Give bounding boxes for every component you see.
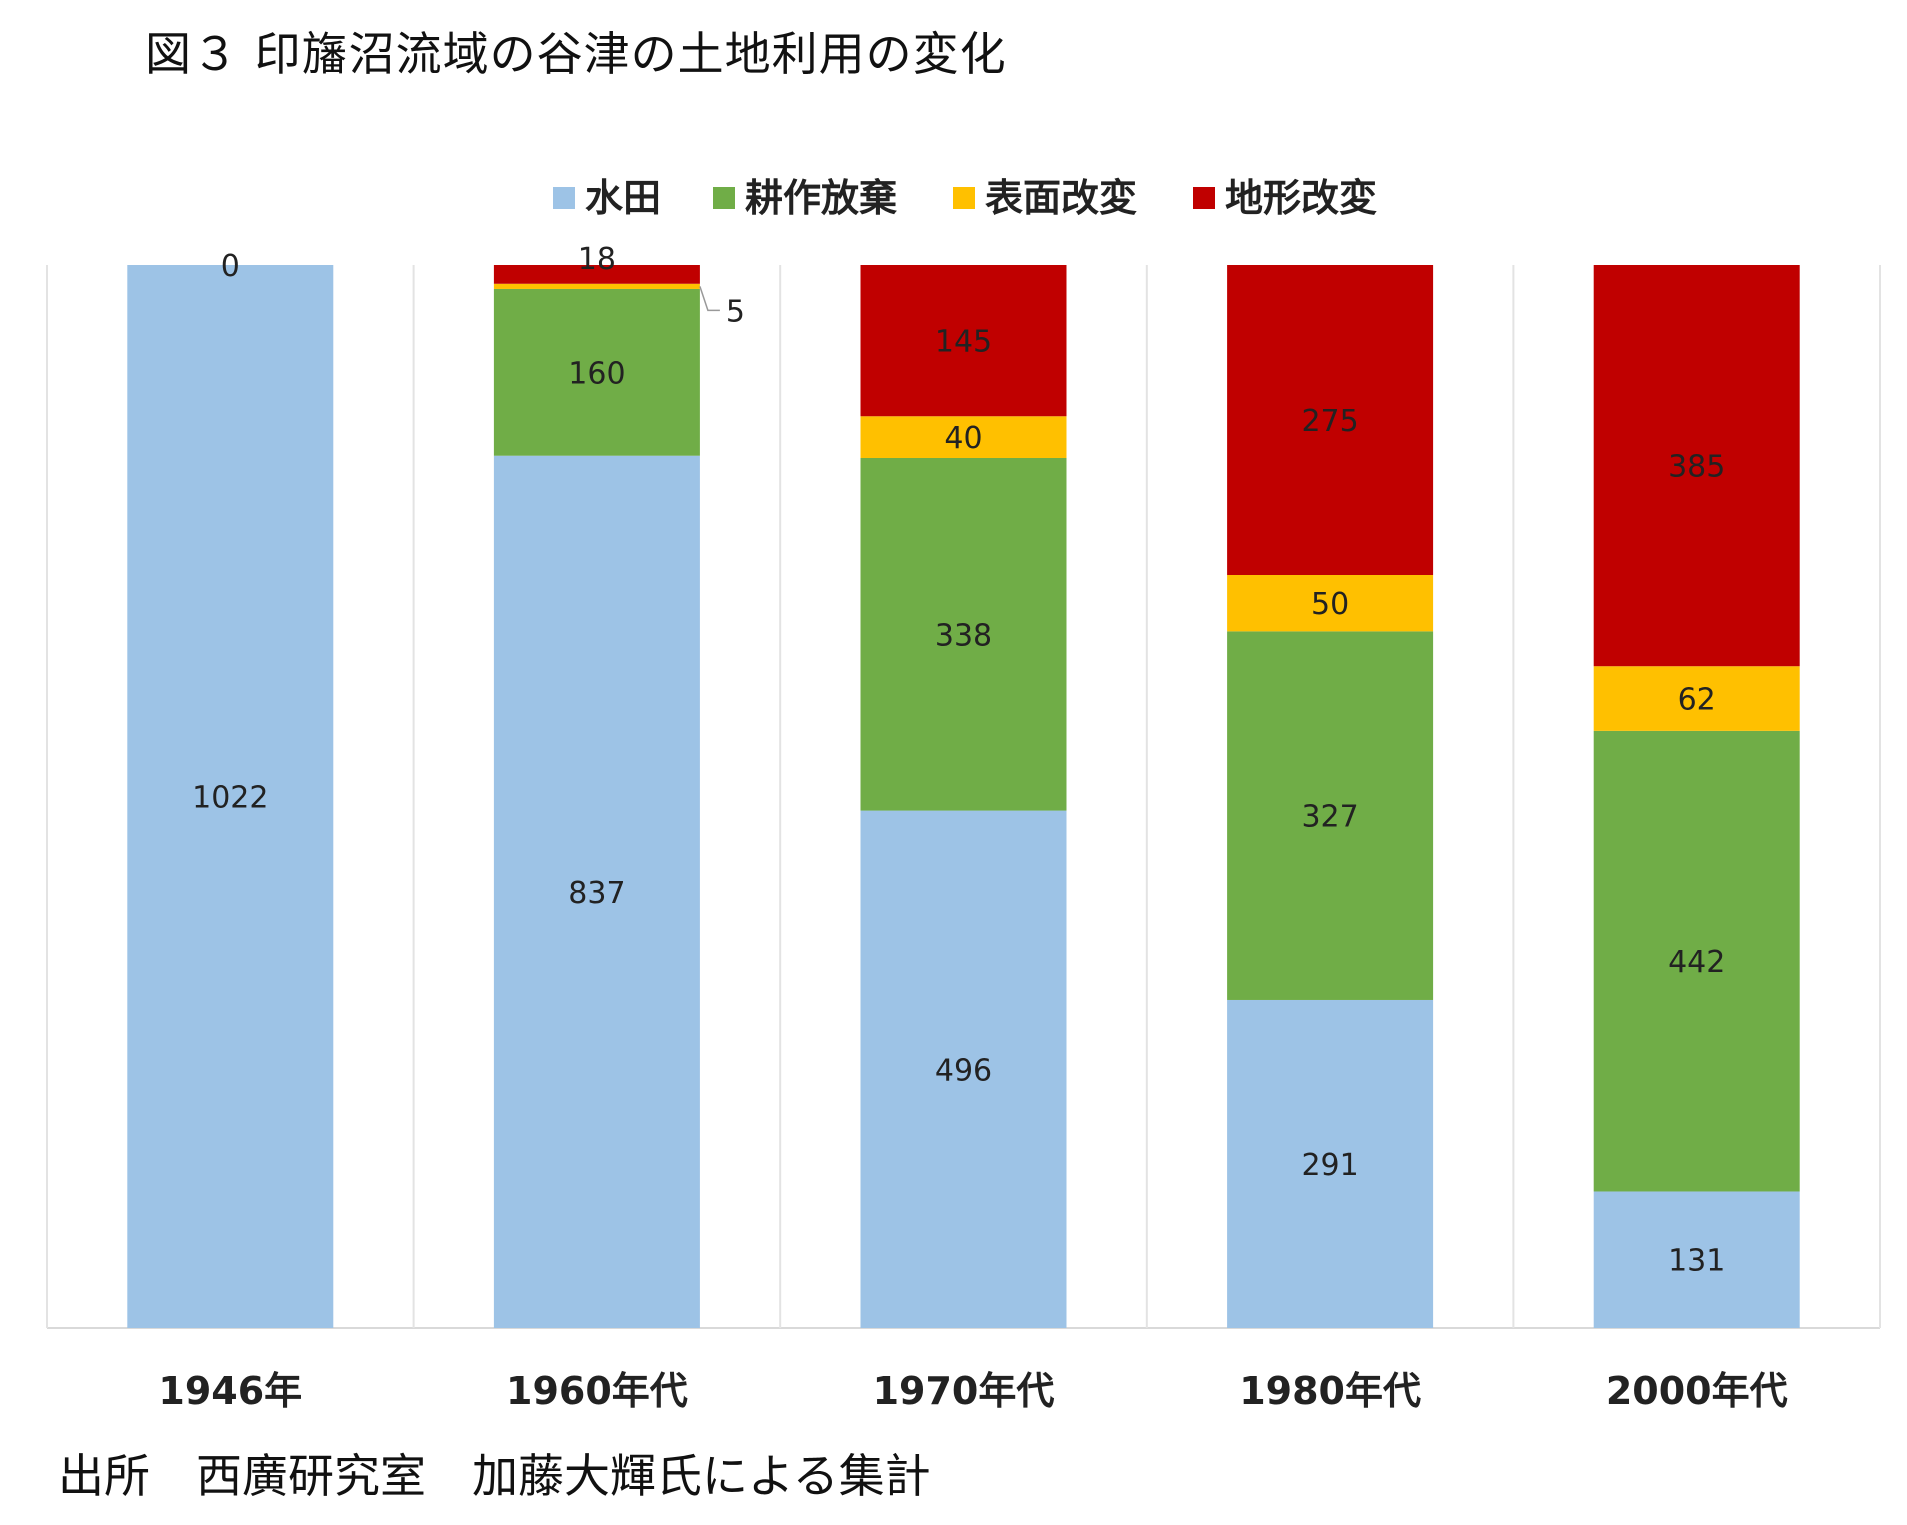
category-label: 1960年代 (506, 1369, 688, 1413)
category-dividers (46, 265, 1881, 1329)
legend-label: 耕作放棄 (745, 176, 897, 220)
data-label: 275 (1301, 404, 1358, 439)
legend: 水田 耕作放棄 表面改変 地形改変 (553, 176, 1377, 220)
data-label: 837 (568, 876, 625, 911)
data-label: 496 (935, 1053, 992, 1088)
data-label: 5 (726, 294, 745, 329)
segment-labels: 1022 837 160 5 18 496 338 40 145 291 327 50 275 131 44… (192, 242, 1725, 1279)
data-label: 145 (935, 325, 992, 360)
stacked-bar-chart: 水田 耕作放棄 表面改変 地形改変 1022 837 160 5 18 496 338 40 145 2… (46, 176, 1881, 1413)
data-label: 442 (1668, 945, 1725, 980)
bar-segment (1593, 1191, 1800, 1328)
legend-swatch (1193, 187, 1215, 209)
data-label: 160 (568, 356, 625, 391)
zero-annotation: 0 (221, 249, 240, 284)
bar-segment (493, 265, 700, 284)
bar-segment (860, 810, 1067, 1328)
bar-segment (1227, 265, 1434, 575)
legend-swatch (953, 187, 975, 209)
category-axis: 1946年 1960年代 1970年代 1980年代 2000年代 (158, 1369, 1787, 1413)
category-label: 1980年代 (1239, 1369, 1421, 1413)
bar-segment (1593, 265, 1800, 667)
bar-segment (860, 265, 1067, 417)
legend-label: 水田 (585, 176, 661, 220)
bar-segment (493, 288, 700, 456)
category-label: 1946年 (158, 1369, 302, 1413)
data-label: 385 (1668, 450, 1725, 485)
data-label: 131 (1668, 1244, 1725, 1279)
legend-label: 表面改変 (985, 176, 1137, 220)
data-label: 18 (578, 242, 616, 277)
bar-segment (1227, 631, 1434, 1000)
category-label: 1970年代 (873, 1369, 1055, 1413)
data-label: 40 (944, 421, 982, 456)
source-note: 出所 西廣研究室 加藤大輝氏による集計 (58, 1449, 931, 1503)
bar-segment (493, 455, 700, 1328)
data-label: 50 (1311, 587, 1349, 622)
bars (127, 265, 1800, 1328)
data-label: 62 (1678, 683, 1716, 718)
bar-segment (1227, 999, 1434, 1328)
data-label: 338 (935, 618, 992, 653)
bar-segment (1227, 574, 1434, 632)
data-label: 1022 (192, 781, 268, 816)
chart-title: 図３ 印旛沼流域の谷津の土地利用の変化 (145, 27, 1007, 81)
legend-label: 地形改変 (1225, 176, 1377, 220)
category-label: 2000年代 (1606, 1369, 1788, 1413)
bar-segment (127, 265, 334, 1328)
bar-segment (493, 283, 700, 289)
data-label: 291 (1301, 1148, 1358, 1183)
bar-segment (1593, 730, 1800, 1192)
data-label: 327 (1301, 800, 1358, 835)
legend-swatch (553, 187, 575, 209)
bar-segment (1593, 666, 1800, 731)
legend-swatch (713, 187, 735, 209)
bar-segment (860, 457, 1067, 811)
leader-line (699, 286, 720, 312)
bar-segment (860, 416, 1067, 458)
